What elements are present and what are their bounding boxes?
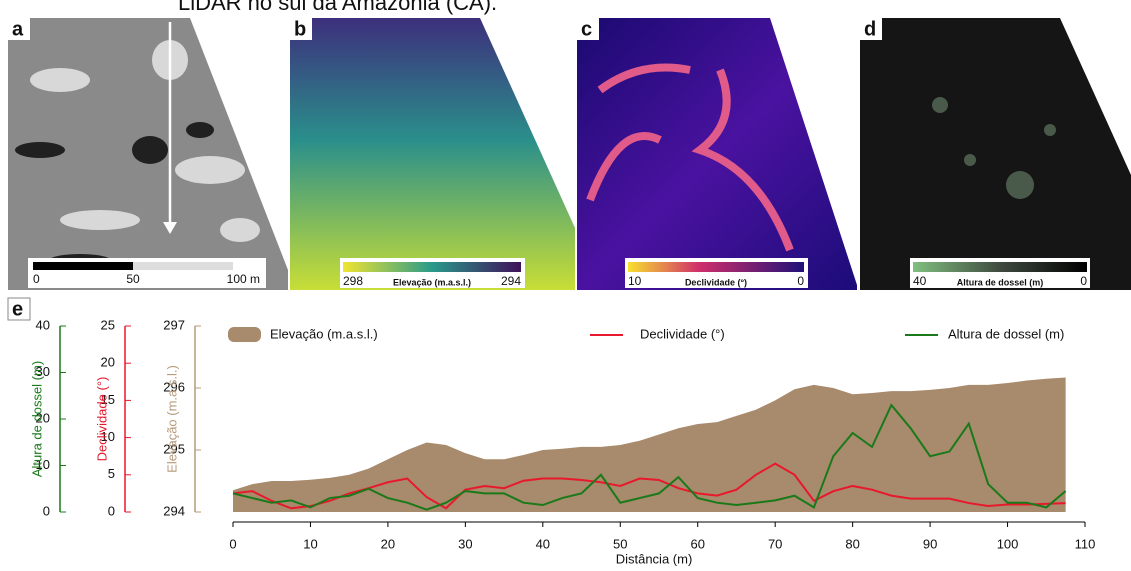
panel-letter: a bbox=[12, 18, 24, 40]
y-tick-label: 10 bbox=[36, 457, 50, 472]
x-axis-title: Distância (m) bbox=[616, 551, 693, 566]
line bbox=[232, 462, 1066, 510]
colorbar-label: Elevação (m.a.s.l.) bbox=[393, 277, 471, 287]
panel-letter: c bbox=[581, 18, 592, 40]
colorbar bbox=[343, 262, 521, 272]
legend-label: Elevação (m.a.s.l.) bbox=[270, 326, 378, 341]
x-tick-label: 80 bbox=[845, 536, 859, 551]
y-tick-label: 297 bbox=[163, 317, 185, 332]
scale-label: 100 m bbox=[227, 272, 260, 286]
colorbar-min: 10 bbox=[628, 274, 642, 288]
panel-c bbox=[577, 18, 857, 290]
area bbox=[233, 377, 1066, 512]
scale-bar bbox=[33, 262, 233, 270]
x-tick-label: 20 bbox=[381, 536, 395, 551]
y-tick-label: 295 bbox=[163, 441, 185, 456]
y-tick-label: 0 bbox=[43, 503, 50, 518]
x-tick-label: 10 bbox=[303, 536, 317, 551]
legend-label: Declividade (°) bbox=[640, 326, 725, 341]
x-tick-label: 90 bbox=[923, 536, 937, 551]
scale-label: 0 bbox=[33, 272, 40, 286]
colorbar bbox=[913, 262, 1087, 272]
texture bbox=[932, 97, 1056, 199]
scale-label: 50 bbox=[126, 272, 140, 286]
x-tick-label: 40 bbox=[536, 536, 550, 551]
y-tick-label: 20 bbox=[36, 410, 50, 425]
y-tick-label: 5 bbox=[108, 466, 115, 481]
y-axis-title: Elevação (m.a.s.l.) bbox=[164, 365, 179, 473]
legend-label: Altura de dossel (m) bbox=[948, 326, 1064, 341]
y-tick-label: 0 bbox=[108, 503, 115, 518]
panel-letter-bg bbox=[860, 18, 882, 40]
colorbar bbox=[628, 262, 804, 272]
panel-letter-bg bbox=[8, 18, 30, 40]
colorbar-max: 0 bbox=[797, 274, 804, 288]
panel-letter: b bbox=[294, 18, 306, 40]
line bbox=[232, 403, 1067, 511]
figure-title: LiDAR no sul da Amazônia (CA). bbox=[178, 0, 497, 15]
y-tick-label: 40 bbox=[36, 317, 50, 332]
y-tick-label: 20 bbox=[101, 355, 115, 370]
y-axis-title: Altura de dossel (m) bbox=[29, 361, 44, 477]
x-tick-label: 30 bbox=[458, 536, 472, 551]
panel-letter-bg bbox=[290, 18, 312, 40]
y-tick-label: 294 bbox=[163, 503, 185, 518]
colorbar-label: Altura de dossel (m) bbox=[957, 277, 1044, 287]
colorbar-min: 298 bbox=[343, 274, 363, 288]
colorbar-max: 0 bbox=[1080, 274, 1087, 288]
colorbar-min: 40 bbox=[913, 274, 927, 288]
colorbar-label: Declividade (°) bbox=[685, 277, 747, 287]
y-tick-label: 25 bbox=[101, 317, 115, 332]
panel-letter: e bbox=[12, 298, 23, 320]
y-axis-title: Declividade (°) bbox=[94, 377, 109, 462]
x-tick-label: 100 bbox=[997, 536, 1019, 551]
y-tick-label: 15 bbox=[101, 392, 115, 407]
x-tick-label: 110 bbox=[1075, 536, 1096, 551]
panel-letter-bg bbox=[577, 18, 599, 40]
texture bbox=[30, 40, 260, 242]
map-masks bbox=[190, 18, 1131, 285]
x-tick-label: 70 bbox=[768, 536, 782, 551]
legend-swatch bbox=[228, 327, 261, 342]
x-tick-label: 60 bbox=[690, 536, 704, 551]
panel-letter: d bbox=[864, 18, 876, 40]
x-tick-label: 0 bbox=[229, 536, 236, 551]
y-tick-label: 10 bbox=[101, 429, 115, 444]
x-tick-label: 50 bbox=[613, 536, 627, 551]
y-tick-label: 296 bbox=[163, 379, 185, 394]
colorbar-max: 294 bbox=[501, 274, 521, 288]
arrow-head bbox=[163, 222, 177, 234]
texture bbox=[586, 63, 794, 252]
panel-letter-bg bbox=[7, 297, 31, 321]
y-tick-label: 30 bbox=[36, 364, 50, 379]
